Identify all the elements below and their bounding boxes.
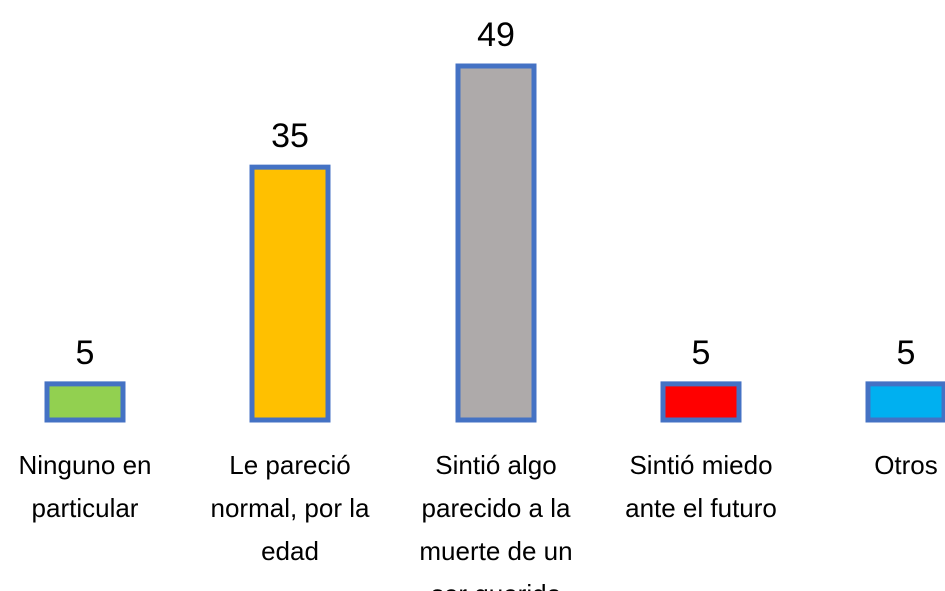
x-tick-label: Sintió miedo ante el futuro <box>625 450 777 523</box>
value-label: 35 <box>271 117 309 155</box>
value-label: 5 <box>897 334 916 372</box>
x-tick-label: Ninguno en particular <box>18 450 152 523</box>
value-label: 49 <box>477 16 515 54</box>
bar <box>249 164 331 423</box>
bar <box>865 381 945 423</box>
x-tick-label: Otros <box>874 450 938 480</box>
x-tick-label: Sintió algo parecido a la muerte de un s… <box>419 450 573 591</box>
bar <box>44 381 126 423</box>
bar <box>660 381 742 423</box>
value-label: 5 <box>76 334 95 372</box>
x-tick-label: Le pareció normal, por la edad <box>210 450 370 566</box>
value-label: 5 <box>692 334 711 372</box>
bar <box>455 63 537 423</box>
